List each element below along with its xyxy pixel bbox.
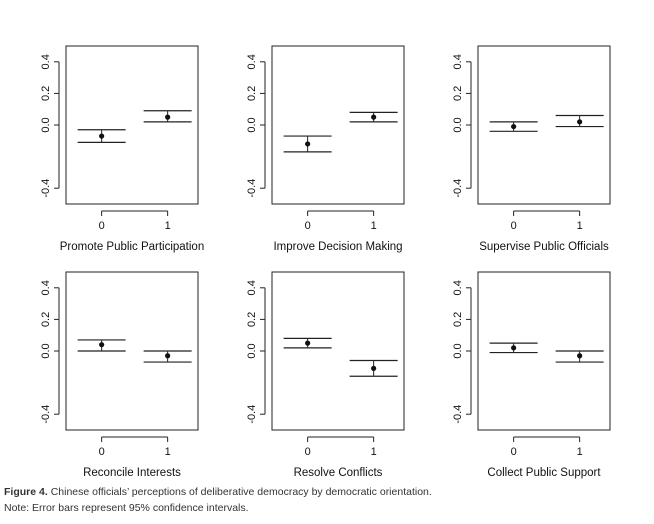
panel-2-y-tick-label: 0.0	[246, 117, 258, 132]
panel-5-x-tick-label: 1	[371, 446, 377, 458]
panel-3-x-tick-label: 1	[577, 220, 583, 232]
panel-1-x-tick-label: 1	[165, 220, 171, 232]
panel-3-y-tick-label: 0.0	[452, 117, 464, 132]
panel-5-frame	[271, 271, 405, 431]
panel-4-y-tick-label: -0.4	[40, 405, 52, 424]
panel-2-x-label: Improve Decision Making	[273, 241, 402, 253]
panel-2-y-tick-label: -0.4	[246, 179, 258, 198]
figure-caption: Figure 4. Chinese officials’ perceptions…	[4, 485, 432, 500]
panel-2-y-tick-label: 0.4	[246, 54, 258, 69]
panel-5-y-tick-label: 0.0	[246, 343, 258, 358]
panel-6-point	[511, 345, 517, 351]
panel-4-x-tick-label: 0	[99, 446, 105, 458]
panel-2-frame	[271, 45, 405, 205]
panel-6-x-tick-label: 1	[577, 446, 583, 458]
panel-6-y-tick-label: 0.2	[452, 312, 464, 327]
panel-5-y-tick-label: -0.4	[246, 405, 258, 424]
panel-5-point	[305, 340, 311, 346]
figure-panels: -0.4 0.0 0.2 0.4 0 1 Promote Public Participat…	[40, 45, 611, 479]
panel-4-x-tick-label: 1	[165, 446, 171, 458]
panel-6-point	[577, 353, 583, 359]
panel-4-x-label: Reconcile Interests	[83, 467, 181, 479]
figure-caption-label: Figure 4.	[4, 486, 48, 498]
panel-6-x-tick-label: 0	[511, 446, 517, 458]
panel-1-y-tick-label: -0.4	[40, 179, 52, 198]
panel-1-x-label: Promote Public Participation	[60, 241, 204, 253]
panel-1-x-tick-label: 0	[99, 220, 105, 232]
panel-5-y-tick-label: 0.4	[246, 280, 258, 295]
panel-5-point	[371, 365, 377, 371]
panel-3-x-tick-label: 0	[511, 220, 517, 232]
panel-6-y-tick-label: 0.0	[452, 343, 464, 358]
panel-3-y-tick-label: 0.2	[452, 86, 464, 101]
panel-6-y-tick-label: -0.4	[452, 405, 464, 424]
panel-4-y-tick-label: 0.2	[40, 312, 52, 327]
panel-1-point	[99, 133, 105, 139]
panel-5-x-tick-label: 0	[305, 446, 311, 458]
figure-note: Note: Error bars represent 95% confidenc…	[4, 502, 249, 514]
panel-3-frame	[477, 45, 611, 205]
panel-1-frame	[65, 45, 199, 205]
panel-2-x-tick-label: 0	[305, 220, 311, 232]
panel-1-y-tick-label: 0.4	[40, 54, 52, 69]
panel-2-x-tick-label: 1	[371, 220, 377, 232]
panel-4-point	[165, 353, 171, 359]
panel-5-y-tick-label: 0.2	[246, 312, 258, 327]
panel-3-point	[577, 119, 583, 125]
panel-3-point	[511, 123, 517, 130]
panel-6-y-tick-label: 0.4	[452, 280, 464, 295]
panel-2-point	[371, 114, 377, 120]
panel-3-y-tick-label: 0.4	[452, 54, 464, 69]
panel-3-y-tick-label: -0.4	[452, 179, 464, 198]
panel-1-point	[165, 114, 171, 120]
panel-6-x-label: Collect Public Support	[487, 467, 601, 479]
panel-1-y-tick-label: 0.2	[40, 86, 52, 101]
panel-4-y-tick-label: 0.4	[40, 280, 52, 295]
panel-5-x-label: Resolve Conflicts	[294, 467, 383, 479]
panel-4-frame	[65, 271, 199, 431]
panel-1-y-tick-label: 0.0	[40, 117, 52, 132]
figure-caption-text: Chinese officials’ perceptions of delibe…	[50, 486, 432, 498]
panel-3-x-label: Supervise Public Officials	[479, 241, 609, 253]
panel-2-y-tick-label: 0.2	[246, 86, 258, 101]
panel-4-point	[99, 342, 105, 348]
panel-6-frame	[477, 271, 611, 431]
panel-2-point	[305, 141, 311, 147]
panel-4-y-tick-label: 0.0	[40, 343, 52, 358]
